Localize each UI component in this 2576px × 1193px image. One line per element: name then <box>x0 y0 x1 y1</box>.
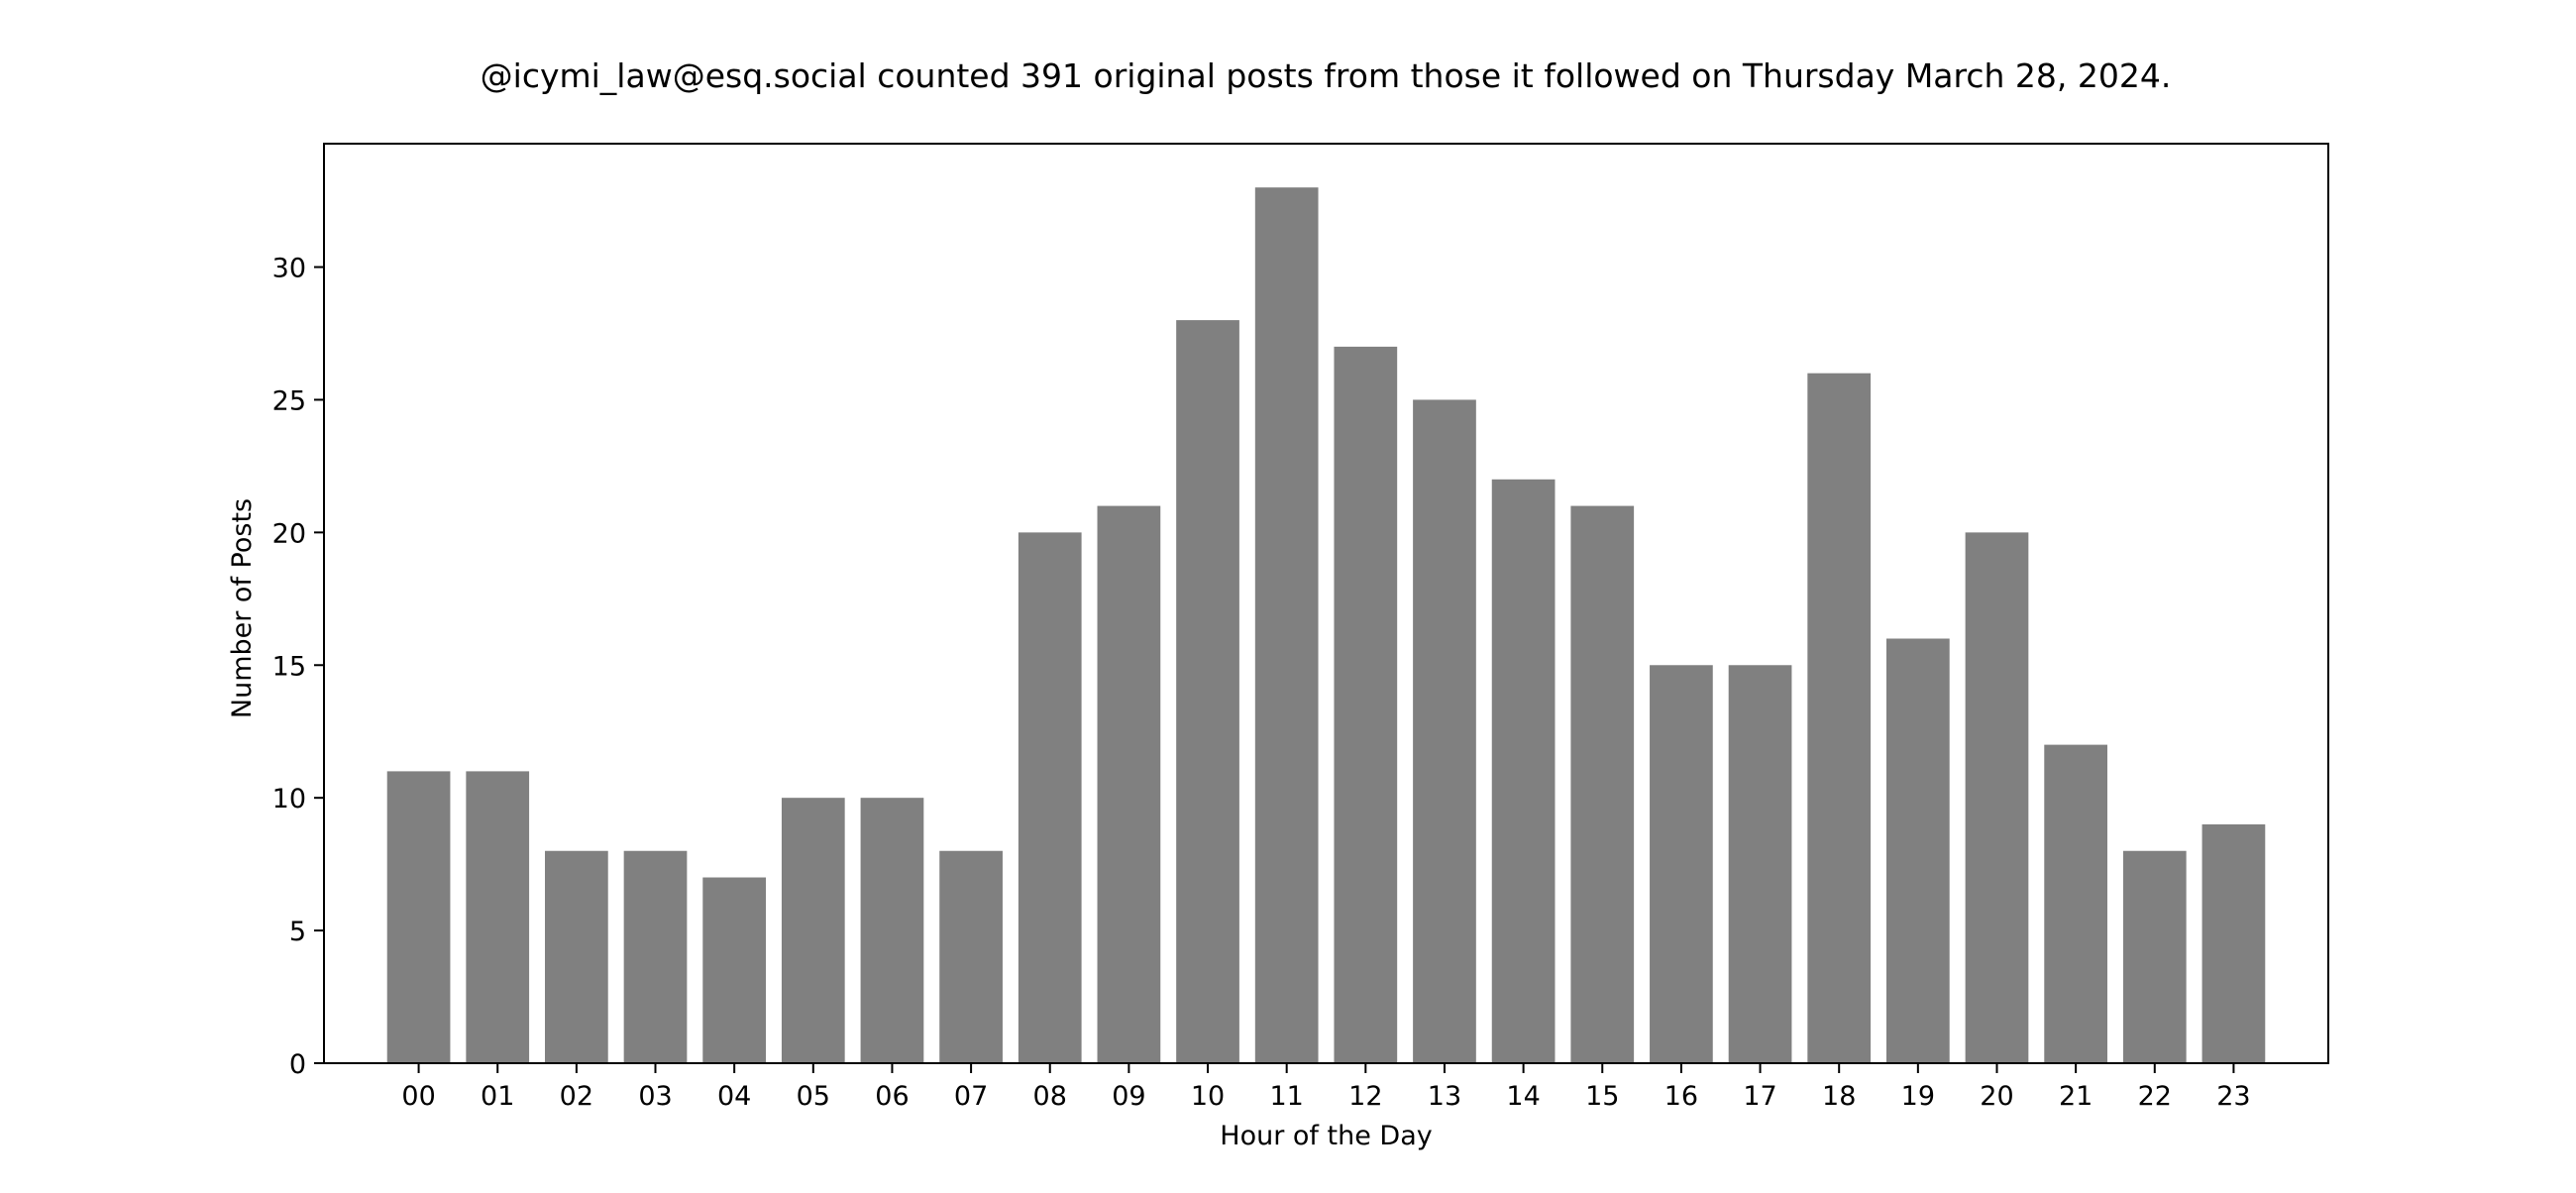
bar-hour-09 <box>1097 505 1161 1063</box>
y-tick-label-0: 0 <box>289 1049 306 1080</box>
x-tick-label-13: 13 <box>1428 1081 1461 1112</box>
bar-hour-15 <box>1570 505 1635 1063</box>
x-tick-label-12: 12 <box>1348 1081 1382 1112</box>
x-tick-label-16: 16 <box>1664 1081 1698 1112</box>
x-tick-label-17: 17 <box>1743 1081 1776 1112</box>
y-axis-label: Number of Posts <box>227 498 258 718</box>
x-tick-label-22: 22 <box>2138 1081 2172 1112</box>
x-tick-label-19: 19 <box>1901 1081 1935 1112</box>
chart-title: @icymi_law@esq.social counted 391 origin… <box>481 56 2172 95</box>
bar-hour-02 <box>545 850 608 1063</box>
x-tick-label-09: 09 <box>1112 1081 1145 1112</box>
bar-hour-17 <box>1728 665 1792 1063</box>
y-axis-ticks: 0 5 10 15 20 25 30 <box>272 254 324 1080</box>
y-tick-label-10: 10 <box>272 784 306 814</box>
x-tick-label-10: 10 <box>1191 1081 1225 1112</box>
x-tick-label-08: 08 <box>1033 1081 1067 1112</box>
x-tick-label-15: 15 <box>1585 1081 1619 1112</box>
bar-hour-23 <box>2201 823 2266 1063</box>
bar-hour-05 <box>781 798 845 1063</box>
x-tick-label-06: 06 <box>875 1081 909 1112</box>
bar-hour-08 <box>1018 532 1082 1063</box>
bar-hour-00 <box>386 771 451 1063</box>
x-tick-label-05: 05 <box>797 1081 830 1112</box>
x-axis-ticks: 00 01 02 03 04 05 06 07 08 09 10 11 12 13 14 15 16 17 18 19… <box>401 1063 2251 1112</box>
x-tick-label-04: 04 <box>717 1081 751 1112</box>
y-tick-label-30: 30 <box>272 254 306 284</box>
bar-hour-13 <box>1413 399 1476 1063</box>
y-tick-label-25: 25 <box>272 385 306 416</box>
bar-hour-20 <box>1965 532 2029 1063</box>
y-tick-label-20: 20 <box>272 518 306 549</box>
bar-hour-21 <box>2044 744 2107 1063</box>
bar-hour-19 <box>1885 638 1950 1063</box>
x-tick-label-20: 20 <box>1980 1081 2013 1112</box>
bar-hour-07 <box>939 850 1003 1063</box>
bar-hour-22 <box>2122 850 2187 1063</box>
plot-frame <box>323 143 2329 1064</box>
bars-group <box>386 187 2266 1063</box>
x-tick-label-00: 00 <box>401 1081 435 1112</box>
x-tick-label-18: 18 <box>1822 1081 1856 1112</box>
bar-hour-16 <box>1650 665 1713 1063</box>
x-axis-label: Hour of the Day <box>1220 1121 1432 1151</box>
bar-hour-01 <box>466 771 530 1063</box>
x-tick-label-11: 11 <box>1269 1081 1303 1112</box>
bar-hour-12 <box>1334 346 1398 1063</box>
x-tick-label-03: 03 <box>638 1081 672 1112</box>
bar-hour-11 <box>1254 187 1319 1063</box>
bar-hour-04 <box>702 877 767 1063</box>
x-tick-label-07: 07 <box>954 1081 988 1112</box>
x-tick-label-14: 14 <box>1506 1081 1540 1112</box>
bar-hour-18 <box>1807 373 1872 1063</box>
bar-hour-10 <box>1176 320 1239 1063</box>
x-tick-label-23: 23 <box>2216 1081 2250 1112</box>
y-tick-label-15: 15 <box>272 651 306 682</box>
x-tick-label-21: 21 <box>2059 1081 2093 1112</box>
x-tick-label-01: 01 <box>481 1081 514 1112</box>
x-tick-label-02: 02 <box>560 1081 593 1112</box>
bar-hour-14 <box>1491 479 1556 1063</box>
y-tick-label-5: 5 <box>289 917 306 947</box>
bar-hour-03 <box>623 850 688 1063</box>
bar-hour-06 <box>860 798 924 1063</box>
